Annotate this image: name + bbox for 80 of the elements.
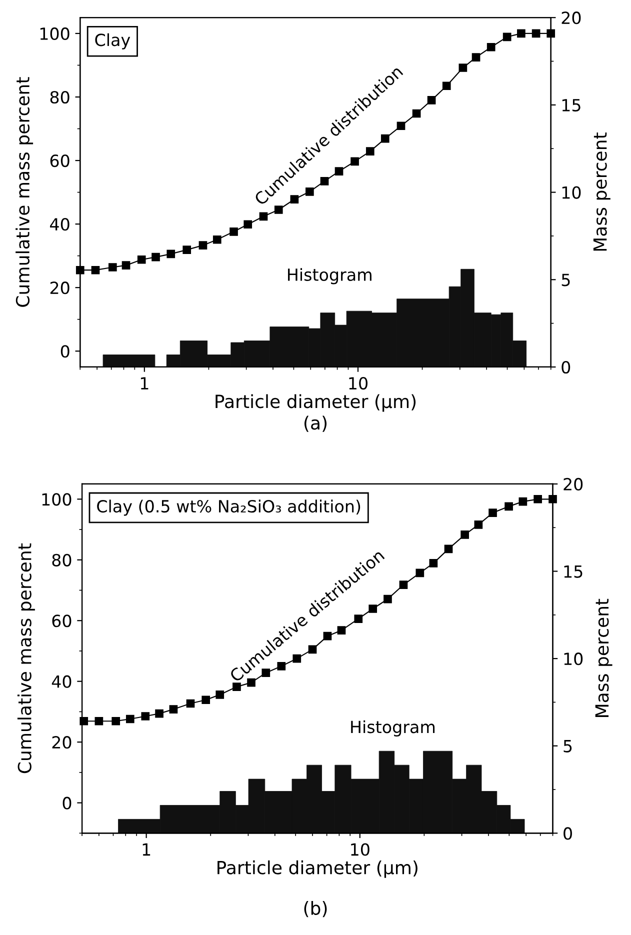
point bbox=[502, 32, 512, 42]
y2-tick-label: 0 bbox=[562, 360, 570, 374]
x-tick-label: 1 bbox=[142, 843, 150, 856]
point bbox=[122, 261, 130, 270]
y2-tick-label: 10 bbox=[562, 186, 581, 199]
point bbox=[488, 508, 497, 517]
y2-tick-label: 20 bbox=[562, 12, 581, 24]
point bbox=[444, 544, 453, 554]
point bbox=[141, 712, 150, 720]
point bbox=[472, 53, 480, 62]
point bbox=[152, 252, 160, 262]
x-axis-title: Particle diameter (μm) bbox=[218, 860, 418, 878]
text: (a) bbox=[304, 416, 327, 432]
y2-tick-label: 5 bbox=[564, 740, 572, 752]
point bbox=[399, 580, 408, 589]
point bbox=[518, 497, 528, 506]
point bbox=[94, 716, 104, 726]
point bbox=[350, 157, 359, 166]
point bbox=[412, 109, 421, 118]
point bbox=[429, 559, 438, 568]
y-tick-label: 80 bbox=[52, 554, 72, 566]
text: Clay (0.5 wt% Na₂SiO₃ addition) bbox=[97, 500, 360, 516]
y-tick-label: 40 bbox=[50, 218, 70, 231]
point bbox=[442, 82, 451, 90]
x-axis-title: Particle diameter (μm) bbox=[216, 394, 416, 412]
x-tick-label: 1 bbox=[140, 377, 148, 390]
point bbox=[337, 626, 346, 634]
point bbox=[366, 147, 374, 156]
point bbox=[137, 255, 146, 264]
point bbox=[486, 42, 496, 52]
point bbox=[230, 228, 238, 236]
point bbox=[112, 716, 120, 726]
annotation: Histogram bbox=[288, 268, 372, 284]
y-tick-label: 0 bbox=[60, 345, 70, 358]
y2-axis-title: Mass percent bbox=[595, 598, 612, 717]
point bbox=[308, 645, 317, 654]
point bbox=[80, 716, 88, 726]
point bbox=[517, 29, 526, 38]
point bbox=[244, 220, 252, 229]
point bbox=[212, 235, 222, 244]
point bbox=[460, 530, 469, 539]
y2-axis-title: Mass percent bbox=[593, 132, 610, 251]
point bbox=[216, 690, 224, 699]
y-axis-title: Cumulative mass percent bbox=[16, 77, 34, 307]
point bbox=[504, 502, 513, 511]
point bbox=[202, 696, 210, 704]
point bbox=[91, 266, 100, 274]
point bbox=[155, 709, 164, 718]
point bbox=[259, 212, 268, 221]
point bbox=[274, 206, 283, 214]
point bbox=[126, 714, 134, 724]
y-tick-label: 40 bbox=[52, 675, 72, 688]
y2-tick-label: 0 bbox=[564, 827, 572, 840]
point bbox=[323, 632, 332, 640]
y-tick-label: 100 bbox=[42, 493, 72, 506]
annotation: Histogram bbox=[351, 720, 435, 736]
point bbox=[182, 246, 192, 254]
point bbox=[166, 250, 176, 258]
y-tick-label: 20 bbox=[52, 736, 72, 749]
y2-tick-label: 5 bbox=[562, 274, 570, 286]
y-tick-label: 0 bbox=[62, 796, 72, 810]
point bbox=[186, 699, 195, 708]
y2-tick-label: 20 bbox=[564, 478, 583, 491]
y-axis-title: Cumulative mass percent bbox=[17, 543, 35, 774]
point bbox=[474, 520, 483, 529]
point bbox=[427, 96, 436, 104]
y2-tick-label: 15 bbox=[564, 565, 582, 578]
y-tick-label: 60 bbox=[52, 614, 72, 628]
y-tick-label: 80 bbox=[50, 90, 70, 104]
y-tick-label: 60 bbox=[50, 154, 70, 168]
text: Clay bbox=[95, 33, 130, 50]
point bbox=[76, 266, 84, 274]
y2-tick-label: 10 bbox=[564, 652, 583, 666]
text: (b) bbox=[304, 901, 327, 918]
point bbox=[198, 241, 208, 250]
point bbox=[334, 167, 344, 176]
y-tick-label: 100 bbox=[40, 27, 70, 40]
y-tick-label: 20 bbox=[50, 282, 70, 294]
y2-tick-label: 15 bbox=[562, 99, 580, 112]
point bbox=[232, 682, 241, 691]
